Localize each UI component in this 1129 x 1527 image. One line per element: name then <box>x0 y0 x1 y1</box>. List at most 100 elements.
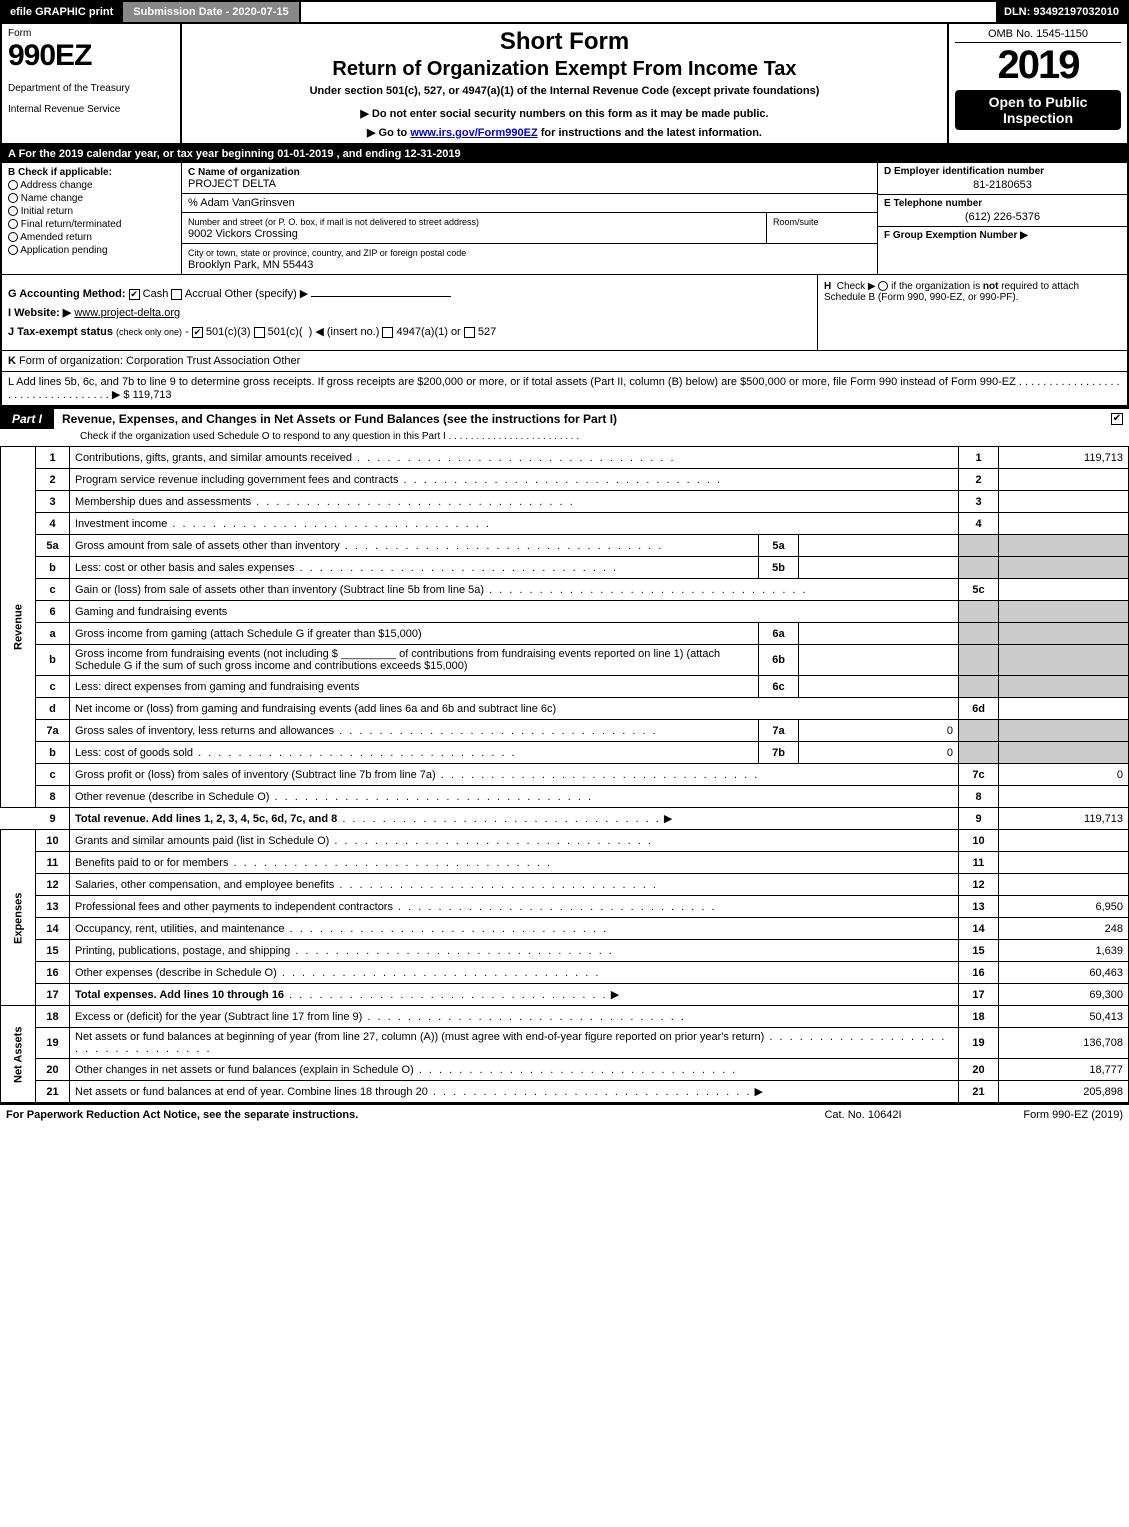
website-value[interactable]: www.project-delta.org <box>74 307 180 319</box>
line-16-ref: 16 <box>959 962 999 984</box>
line-3-ref: 3 <box>959 491 999 513</box>
phone-label: E Telephone number <box>884 198 982 209</box>
accrual-label: Accrual <box>185 288 222 300</box>
line-11-desc: Benefits paid to or for members <box>75 857 228 869</box>
care-of: % Adam VanGrinsven <box>188 197 295 209</box>
line-2-val <box>999 469 1129 491</box>
cb-501c3[interactable] <box>192 327 203 338</box>
cb-527[interactable] <box>464 327 475 338</box>
line-6c-desc: Less: direct expenses from gaming and fu… <box>75 681 359 693</box>
org-name: PROJECT DELTA <box>188 178 276 190</box>
line-5b-greyval <box>999 557 1129 579</box>
footer-catno: Cat. No. 10642I <box>783 1109 943 1121</box>
line-8-val <box>999 786 1129 808</box>
city-label: City or town, state or province, country… <box>188 248 466 258</box>
line-19-val: 136,708 <box>999 1028 1129 1059</box>
line-j: J Tax-exempt status (check only one) - 5… <box>8 325 811 338</box>
line-6a-mid: 6a <box>759 623 799 645</box>
line-15-val: 1,639 <box>999 940 1129 962</box>
line-7c-ref: 7c <box>959 764 999 786</box>
org-info-block: B Check if applicable: Address change Na… <box>2 163 1127 274</box>
line-g-label: G Accounting Method: <box>8 288 126 300</box>
cb-501c[interactable] <box>254 327 265 338</box>
line-14-desc: Occupancy, rent, utilities, and maintena… <box>75 923 285 935</box>
line-5a-grey <box>959 535 999 557</box>
cash-label: Cash <box>143 288 169 300</box>
line-8-ref: 8 <box>959 786 999 808</box>
line-6-grey <box>959 601 999 623</box>
box-def: D Employer identification number 81-2180… <box>877 163 1127 274</box>
line-5b-midval <box>799 557 959 579</box>
ein-label: D Employer identification number <box>884 166 1044 177</box>
line-10-ref: 10 <box>959 830 999 852</box>
line-h: H Check ▶ if the organization is not req… <box>817 275 1127 350</box>
line-5c-num: c <box>36 579 70 601</box>
line-4-desc: Investment income <box>75 518 167 530</box>
line-3-desc: Membership dues and assessments <box>75 496 251 508</box>
cb-name-change[interactable]: Name change <box>8 193 175 204</box>
line-7a-desc: Gross sales of inventory, less returns a… <box>75 725 334 737</box>
line-6b-midval <box>799 645 959 676</box>
line-6a-midval <box>799 623 959 645</box>
line-17-num: 17 <box>36 984 70 1006</box>
cb-amended-return[interactable]: Amended return <box>8 232 175 243</box>
line-6d-num: d <box>36 698 70 720</box>
line-9-num: 9 <box>36 808 70 830</box>
cb-initial-return[interactable]: Initial return <box>8 206 175 217</box>
cb-accrual[interactable] <box>171 289 182 300</box>
line-10-num: 10 <box>36 830 70 852</box>
efile-label[interactable]: efile GRAPHIC print <box>2 2 121 22</box>
line-9-desc: Total revenue. Add lines 1, 2, 3, 4, 5c,… <box>75 813 337 825</box>
line-16-desc: Other expenses (describe in Schedule O) <box>75 967 277 979</box>
ein-value: 81-2180653 <box>884 179 1121 191</box>
line-7c-desc: Gross profit or (loss) from sales of inv… <box>75 769 436 781</box>
cb-4947[interactable] <box>382 327 393 338</box>
line-k: K Form of organization: Corporation Trus… <box>2 350 1127 371</box>
line-20-val: 18,777 <box>999 1059 1129 1081</box>
line-5a-desc: Gross amount from sale of assets other t… <box>75 540 340 552</box>
line-6c-grey <box>959 676 999 698</box>
form-label: Form <box>8 28 174 39</box>
line-19-num: 19 <box>36 1028 70 1059</box>
cb-address-change[interactable]: Address change <box>8 180 175 191</box>
line-12-ref: 12 <box>959 874 999 896</box>
line-13-desc: Professional fees and other payments to … <box>75 901 393 913</box>
line-8-num: 8 <box>36 786 70 808</box>
line-14-num: 14 <box>36 918 70 940</box>
tax-year: 2019 <box>955 43 1121 88</box>
cb-application-pending[interactable]: Application pending <box>8 245 175 256</box>
line-5b-mid: 5b <box>759 557 799 579</box>
dln-label: DLN: 93492197032010 <box>996 2 1127 22</box>
line-18-ref: 18 <box>959 1006 999 1028</box>
cb-schedule-b[interactable] <box>878 281 888 291</box>
line-13-val: 6,950 <box>999 896 1129 918</box>
cb-cash[interactable] <box>129 289 140 300</box>
part-1-title: Revenue, Expenses, and Changes in Net As… <box>54 409 1111 429</box>
line-20-ref: 20 <box>959 1059 999 1081</box>
line-7b-num: b <box>36 742 70 764</box>
instructions-link[interactable]: www.irs.gov/Form990EZ <box>410 127 537 139</box>
line-16-val: 60,463 <box>999 962 1129 984</box>
line-9-val: 119,713 <box>999 808 1129 830</box>
line-6d-val <box>999 698 1129 720</box>
cb-schedule-o-part1[interactable] <box>1111 413 1123 425</box>
footer-left: For Paperwork Reduction Act Notice, see … <box>6 1109 783 1121</box>
line-l: L Add lines 5b, 6c, and 7b to line 9 to … <box>2 371 1127 405</box>
cb-final-return[interactable]: Final return/terminated <box>8 219 175 230</box>
other-label: Other (specify) ▶ <box>225 288 309 300</box>
line-2-ref: 2 <box>959 469 999 491</box>
line-14-val: 248 <box>999 918 1129 940</box>
line-7c-val: 0 <box>999 764 1129 786</box>
line-5c-ref: 5c <box>959 579 999 601</box>
line-4-num: 4 <box>36 513 70 535</box>
line-7b-mid: 7b <box>759 742 799 764</box>
line-6a-greyval <box>999 623 1129 645</box>
phone-value: (612) 226-5376 <box>884 211 1121 223</box>
netassets-section-label: Net Assets <box>1 1006 36 1103</box>
box-b-header: B Check if applicable: <box>8 167 175 178</box>
part-1-table: Revenue 1 Contributions, gifts, grants, … <box>0 446 1129 1103</box>
line-3-val <box>999 491 1129 513</box>
line-13-ref: 13 <box>959 896 999 918</box>
omb-number: OMB No. 1545-1150 <box>955 28 1121 43</box>
form-number: 990EZ <box>8 39 174 73</box>
